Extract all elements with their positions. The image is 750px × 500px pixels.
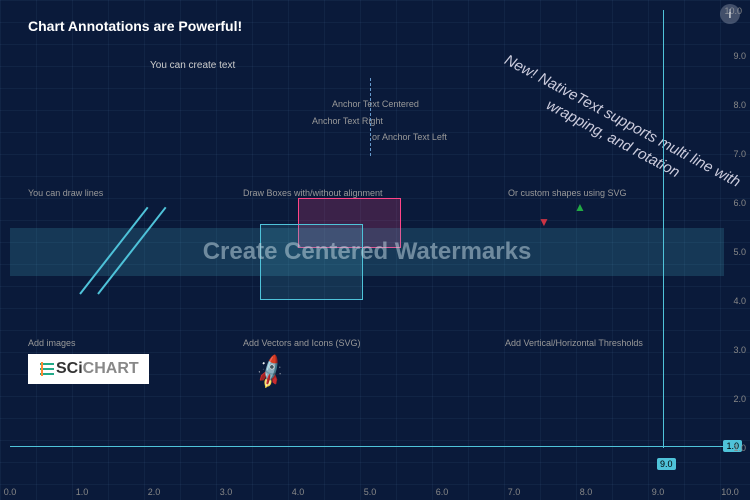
logo-mark-icon bbox=[38, 360, 56, 378]
chart-plot-area: Chart Annotations are Powerful! You can … bbox=[10, 10, 724, 480]
rocket-icon: 🚀 bbox=[251, 352, 291, 392]
x-tick: 4.0 bbox=[292, 487, 305, 497]
x-tick: 1.0 bbox=[76, 487, 89, 497]
annotation-add-images: Add images bbox=[28, 338, 76, 348]
x-tick: 8.0 bbox=[580, 487, 593, 497]
arrow-down-icon: ▼ bbox=[538, 215, 550, 229]
annotation-anchor-left: or Anchor Text Left bbox=[372, 132, 447, 142]
x-tick: 10.0 bbox=[721, 487, 739, 497]
annotation-draw-lines: You can draw lines bbox=[28, 188, 103, 198]
x-tick: 5.0 bbox=[364, 487, 377, 497]
x-threshold-badge: 9.0 bbox=[657, 458, 676, 470]
y-tick: 4.0 bbox=[733, 296, 746, 306]
annotation-add-thresholds: Add Vertical/Horizontal Thresholds bbox=[505, 338, 643, 348]
annotation-create-text: You can create text bbox=[150, 60, 235, 71]
x-tick: 7.0 bbox=[508, 487, 521, 497]
vertical-threshold-line bbox=[663, 10, 664, 448]
y-tick: 1.0 bbox=[733, 443, 746, 453]
y-tick: 2.0 bbox=[733, 394, 746, 404]
logo-text: SCiCHART bbox=[56, 360, 139, 378]
chart-title: Chart Annotations are Powerful! bbox=[28, 18, 242, 34]
x-tick: 3.0 bbox=[220, 487, 233, 497]
y-tick: 3.0 bbox=[733, 345, 746, 355]
y-tick: 8.0 bbox=[733, 100, 746, 110]
y-tick: 6.0 bbox=[733, 198, 746, 208]
x-tick: 6.0 bbox=[436, 487, 449, 497]
annotation-custom-shapes: Or custom shapes using SVG bbox=[508, 188, 627, 198]
watermark-text: Create Centered Watermarks bbox=[10, 238, 724, 266]
y-tick: 5.0 bbox=[733, 247, 746, 257]
annotation-anchor-right: Anchor Text Right bbox=[312, 116, 383, 126]
x-tick: 0.0 bbox=[4, 487, 17, 497]
y-tick: 9.0 bbox=[733, 51, 746, 61]
annotation-anchor-centered: Anchor Text Centered bbox=[332, 99, 419, 109]
x-tick: 9.0 bbox=[652, 487, 665, 497]
y-tick: 7.0 bbox=[733, 149, 746, 159]
arrow-up-icon: ▲ bbox=[574, 200, 586, 214]
info-button[interactable]: i bbox=[720, 4, 740, 24]
horizontal-threshold-line bbox=[10, 446, 724, 447]
x-tick: 2.0 bbox=[148, 487, 161, 497]
annotation-add-vectors: Add Vectors and Icons (SVG) bbox=[243, 338, 361, 348]
annotation-draw-boxes: Draw Boxes with/without alignment bbox=[243, 188, 383, 198]
logo-image: SCiCHART bbox=[28, 354, 149, 384]
